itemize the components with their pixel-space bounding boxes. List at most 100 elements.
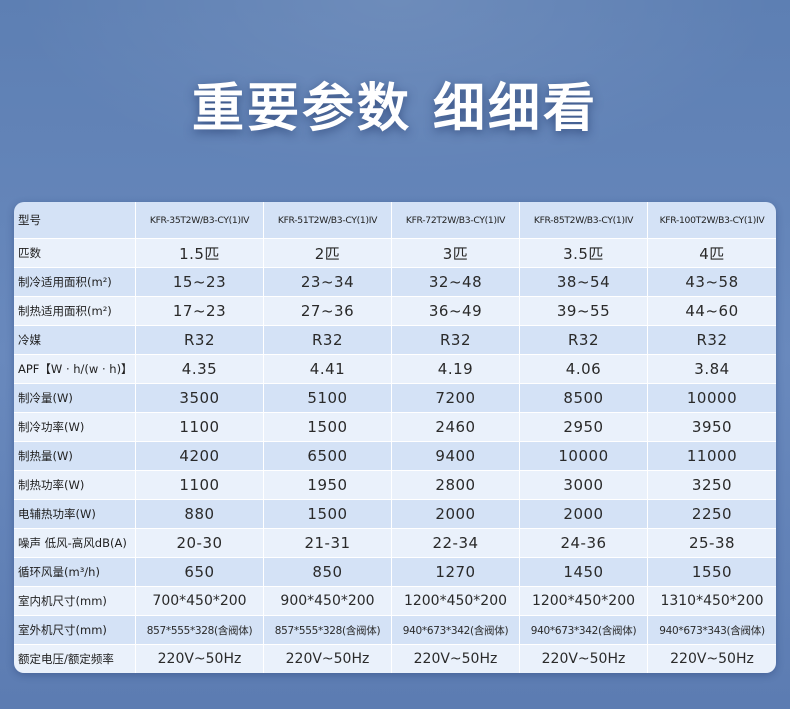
row-label: 室内机尺寸(mm): [14, 587, 136, 616]
cell-value: 38~54: [520, 268, 648, 297]
model-name: KFR-35T2W/B3-CY(1)IV: [136, 202, 264, 239]
cell-value: 1450: [520, 558, 648, 587]
cell-value: 1550: [648, 558, 776, 587]
table-row: 制热适用面积(m²) 17~23 27~36 36~49 39~55 44~60: [14, 297, 776, 326]
table-row: 制热功率(W) 1100 1950 2800 3000 3250: [14, 471, 776, 500]
cell-value: 4200: [136, 442, 264, 471]
cell-value: 3950: [648, 413, 776, 442]
row-label: 额定电压/额定频率: [14, 645, 136, 673]
cell-value: 21-31: [264, 529, 392, 558]
cell-value: R32: [520, 326, 648, 355]
cell-value: 25-38: [648, 529, 776, 558]
row-label: 制冷适用面积(m²): [14, 268, 136, 297]
table-row: APF【W · h/(w · h)】 4.35 4.41 4.19 4.06 3…: [14, 355, 776, 384]
table-header-row: 型号 KFR-35T2W/B3-CY(1)IV KFR-51T2W/B3-CY(…: [14, 202, 776, 239]
cell-value: 1310*450*200: [648, 587, 776, 616]
model-name: KFR-72T2W/B3-CY(1)IV: [392, 202, 520, 239]
cell-value: 36~49: [392, 297, 520, 326]
cell-value: R32: [264, 326, 392, 355]
cell-value: 3500: [136, 384, 264, 413]
cell-value: 3匹: [392, 239, 520, 268]
cell-value: 940*673*343(含阀体): [648, 616, 776, 645]
cell-value: 4.41: [264, 355, 392, 384]
cell-value: 15~23: [136, 268, 264, 297]
cell-value: 32~48: [392, 268, 520, 297]
model-name: KFR-100T2W/B3-CY(1)IV: [648, 202, 776, 239]
row-label: 制冷量(W): [14, 384, 136, 413]
cell-value: 24-36: [520, 529, 648, 558]
cell-value: 1200*450*200: [520, 587, 648, 616]
cell-value: 2匹: [264, 239, 392, 268]
table-row: 制热量(W) 4200 6500 9400 10000 11000: [14, 442, 776, 471]
model-name: KFR-85T2W/B3-CY(1)IV: [520, 202, 648, 239]
cell-value: 880: [136, 500, 264, 529]
cell-value: 1270: [392, 558, 520, 587]
cell-value: 2250: [648, 500, 776, 529]
cell-value: 11000: [648, 442, 776, 471]
cell-value: 4.35: [136, 355, 264, 384]
cell-value: 2000: [392, 500, 520, 529]
spec-table: 型号 KFR-35T2W/B3-CY(1)IV KFR-51T2W/B3-CY(…: [14, 202, 776, 673]
cell-value: 27~36: [264, 297, 392, 326]
cell-value: 44~60: [648, 297, 776, 326]
cell-value: 4.19: [392, 355, 520, 384]
row-label: 制热适用面积(m²): [14, 297, 136, 326]
cell-value: 10000: [648, 384, 776, 413]
cell-value: 857*555*328(含阀体): [264, 616, 392, 645]
cell-value: 220V~50Hz: [520, 645, 648, 673]
cell-value: R32: [392, 326, 520, 355]
row-label: APF【W · h/(w · h)】: [14, 355, 136, 384]
cell-value: 8500: [520, 384, 648, 413]
page-title: 重要参数 细细看: [191, 79, 599, 139]
cell-value: 220V~50Hz: [648, 645, 776, 673]
cell-value: 4匹: [648, 239, 776, 268]
cell-value: 22-34: [392, 529, 520, 558]
table-row: 室内机尺寸(mm) 700*450*200 900*450*200 1200*4…: [14, 587, 776, 616]
cell-value: 3250: [648, 471, 776, 500]
cell-value: 940*673*342(含阀体): [520, 616, 648, 645]
cell-value: 1500: [264, 413, 392, 442]
cell-value: 850: [264, 558, 392, 587]
cell-value: 20-30: [136, 529, 264, 558]
cell-value: 650: [136, 558, 264, 587]
cell-value: 17~23: [136, 297, 264, 326]
model-name: KFR-51T2W/B3-CY(1)IV: [264, 202, 392, 239]
cell-value: 6500: [264, 442, 392, 471]
cell-value: 220V~50Hz: [136, 645, 264, 673]
row-label: 冷媒: [14, 326, 136, 355]
row-label: 匹数: [14, 239, 136, 268]
cell-value: 39~55: [520, 297, 648, 326]
table-row: 电辅热功率(W) 880 1500 2000 2000 2250: [14, 500, 776, 529]
table-row: 冷媒 R32 R32 R32 R32 R32: [14, 326, 776, 355]
cell-value: 3000: [520, 471, 648, 500]
cell-value: 4.06: [520, 355, 648, 384]
table-row: 额定电压/额定频率 220V~50Hz 220V~50Hz 220V~50Hz …: [14, 645, 776, 673]
row-label: 制热量(W): [14, 442, 136, 471]
cell-value: 43~58: [648, 268, 776, 297]
cell-value: 9400: [392, 442, 520, 471]
cell-value: 1100: [136, 471, 264, 500]
table-row: 制冷功率(W) 1100 1500 2460 2950 3950: [14, 413, 776, 442]
row-label: 噪声 低风-高风dB(A): [14, 529, 136, 558]
header-frame: [10, 0, 780, 180]
cell-value: R32: [648, 326, 776, 355]
cell-value: 5100: [264, 384, 392, 413]
cell-value: R32: [136, 326, 264, 355]
cell-value: 857*555*328(含阀体): [136, 616, 264, 645]
cell-value: 1200*450*200: [392, 587, 520, 616]
cell-value: 2800: [392, 471, 520, 500]
table-row: 室外机尺寸(mm) 857*555*328(含阀体) 857*555*328(含…: [14, 616, 776, 645]
cell-value: 2000: [520, 500, 648, 529]
cell-value: 1950: [264, 471, 392, 500]
cell-value: 1500: [264, 500, 392, 529]
cell-value: 2460: [392, 413, 520, 442]
table-row: 制冷量(W) 3500 5100 7200 8500 10000: [14, 384, 776, 413]
table-row: 循环风量(m³/h) 650 850 1270 1450 1550: [14, 558, 776, 587]
row-label: 循环风量(m³/h): [14, 558, 136, 587]
row-label: 电辅热功率(W): [14, 500, 136, 529]
cell-value: 900*450*200: [264, 587, 392, 616]
cell-value: 220V~50Hz: [392, 645, 520, 673]
table-row: 噪声 低风-高风dB(A) 20-30 21-31 22-34 24-36 25…: [14, 529, 776, 558]
row-label: 室外机尺寸(mm): [14, 616, 136, 645]
table-row: 匹数 1.5匹 2匹 3匹 3.5匹 4匹: [14, 239, 776, 268]
